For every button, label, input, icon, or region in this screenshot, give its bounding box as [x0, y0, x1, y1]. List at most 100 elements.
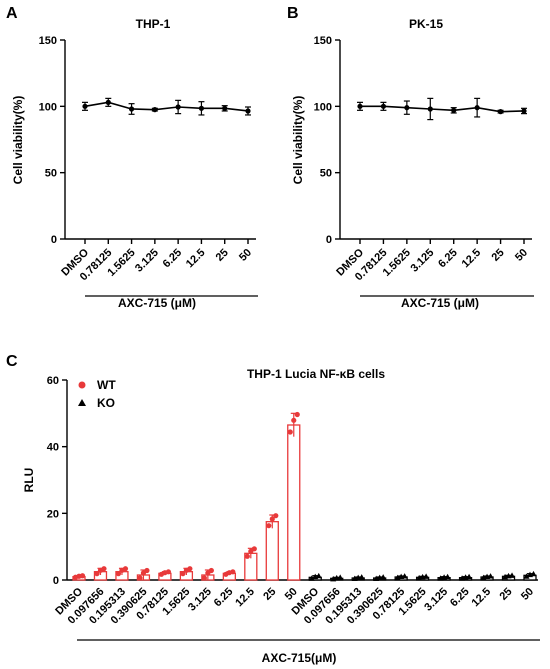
series-line — [84, 101, 249, 112]
data-point — [380, 103, 387, 109]
y-tick-label: 100 — [314, 101, 332, 113]
y-tick-label: 100 — [39, 101, 57, 113]
replicate-point — [94, 571, 100, 577]
replicate-point — [358, 574, 365, 580]
replicate-point — [523, 573, 530, 579]
data-point — [521, 108, 527, 114]
replicate-point — [251, 546, 257, 552]
panel-c: C THP-1 Lucia NF-κB cells RLU AXC-715(μM… — [6, 353, 540, 665]
replicate-point — [444, 573, 451, 580]
replicate-point — [315, 572, 322, 579]
y-axis-label-b: Cell viability(%) — [291, 96, 305, 185]
x-tick-label: 6.25 — [212, 586, 236, 610]
data-point — [474, 105, 480, 111]
data-point — [198, 105, 205, 111]
chart-title-b: PK-15 — [409, 17, 443, 31]
x-tick-label: 3.125 — [422, 586, 450, 614]
replicate-point — [487, 573, 494, 579]
replicate-point — [291, 417, 297, 423]
replicate-point — [273, 513, 279, 519]
replicate-point — [79, 573, 86, 579]
x-tick-label: 25 — [497, 586, 514, 603]
legend-label: KO — [97, 396, 115, 410]
x-tick-label: 6.25 — [448, 586, 472, 610]
x-tick-label: 25 — [261, 586, 278, 603]
replicate-point — [308, 575, 315, 581]
panel-b: B PK-15 Cell viability(%) AXC-715 (μM) 0… — [287, 5, 534, 310]
y-tick-label: 50 — [320, 168, 332, 180]
replicate-point — [466, 573, 473, 580]
replicate-point — [144, 567, 150, 574]
y-tick-label: 150 — [39, 35, 57, 47]
replicate-point — [509, 572, 516, 578]
chart-title-a: THP-1 — [136, 17, 171, 31]
legend-label: WT — [97, 378, 116, 392]
x-tick-label: 50 — [237, 247, 254, 264]
data-point — [427, 106, 433, 112]
data-point — [451, 107, 457, 113]
replicate-point — [269, 516, 275, 522]
data-point — [175, 104, 181, 110]
data-point — [497, 109, 504, 115]
panel-letter-c: C — [6, 353, 18, 370]
replicate-point — [187, 566, 193, 572]
replicate-point — [230, 569, 236, 575]
replicate-point — [423, 573, 430, 579]
data-point — [82, 103, 88, 109]
y-tick-label: 150 — [314, 35, 332, 47]
x-tick-label: 6.25 — [436, 247, 460, 271]
data-point — [128, 106, 135, 112]
data-point — [152, 107, 158, 113]
y-tick-label: 0 — [53, 575, 59, 587]
y-axis-label-c: RLU — [22, 468, 36, 493]
x-tick-label: 50 — [519, 586, 536, 603]
replicate-point — [244, 553, 250, 559]
x-tick-label: 12.5 — [184, 247, 208, 271]
replicate-point — [401, 573, 408, 579]
series-line — [360, 105, 525, 113]
legend-marker — [78, 381, 86, 389]
x-tick-label: 6.25 — [161, 247, 185, 271]
replicate-point — [266, 523, 272, 529]
chart-title-c: THP-1 Lucia NF-κB cells — [247, 367, 385, 381]
data-point — [357, 103, 363, 109]
x-axis-label-b: AXC-715 (μM) — [401, 296, 479, 310]
replicate-point — [165, 569, 172, 575]
x-tick-label: 25 — [490, 247, 507, 264]
x-tick-label: 50 — [513, 247, 530, 264]
legend-marker — [78, 399, 86, 406]
replicate-point — [115, 571, 122, 577]
x-tick-label: 3.125 — [408, 247, 436, 275]
replicate-point — [180, 571, 186, 577]
data-point — [245, 108, 251, 114]
data-point — [222, 105, 228, 111]
y-tick-label: 50 — [45, 168, 57, 180]
panel-a: A THP-1 Cell viability(%) AXC-715 (μM) 0… — [6, 5, 258, 310]
x-tick-label: 12.5 — [460, 247, 484, 271]
bar-wt — [287, 424, 301, 581]
data-point — [404, 105, 410, 111]
replicate-point — [380, 574, 387, 580]
replicate-point — [137, 575, 143, 581]
y-tick-label: 60 — [47, 375, 59, 387]
data-point — [105, 99, 111, 105]
replicate-point — [208, 567, 214, 574]
panel-letter-a: A — [6, 5, 18, 22]
replicate-point — [287, 429, 293, 435]
bar-wt — [265, 521, 279, 581]
replicate-point — [530, 570, 537, 577]
y-tick-label: 0 — [51, 234, 57, 246]
x-tick-label: 25 — [214, 247, 231, 264]
replicate-point — [122, 566, 129, 572]
replicate-point — [337, 574, 344, 580]
y-tick-label: 40 — [47, 442, 59, 454]
x-tick-label: 12.5 — [470, 586, 494, 610]
x-tick-label: 3.125 — [186, 586, 214, 614]
x-tick-label: 12.5 — [233, 586, 257, 610]
x-tick-label: 3.125 — [133, 247, 161, 275]
x-axis-label-a: AXC-715 (μM) — [118, 296, 196, 310]
replicate-point — [101, 566, 107, 572]
x-axis-label-c: AXC-715(μM) — [262, 651, 337, 665]
y-tick-label: 20 — [47, 508, 59, 520]
